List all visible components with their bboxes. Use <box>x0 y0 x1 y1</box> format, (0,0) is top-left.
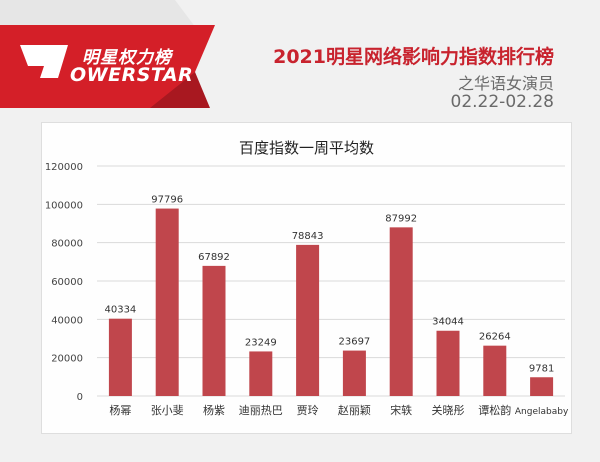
bar <box>436 330 460 396</box>
logo-mark-icon <box>20 45 68 78</box>
logo-text: 明星权力榜 <box>82 48 172 68</box>
x-tick-label: 宋轶 <box>390 403 412 417</box>
chart-title: 百度指数一周平均数 <box>238 139 374 157</box>
y-tick-label: 60000 <box>51 277 83 288</box>
bar-chart: 0 20000 40000 60000 80000 100000 120000 40334 杨幂… <box>45 162 569 417</box>
y-tick-label: 100000 <box>45 200 83 211</box>
logo-red-shadow <box>150 72 210 108</box>
data-label: 40334 <box>104 305 136 316</box>
x-tick-label: 谭松韵 <box>478 403 511 417</box>
header-decoration <box>0 0 215 108</box>
y-tick-label: 120000 <box>45 162 83 173</box>
data-label: 23249 <box>245 337 277 348</box>
x-tick-label: 赵丽颖 <box>338 403 371 417</box>
page-title: 2021明星网络影响力指数排行榜 <box>273 46 554 68</box>
bar <box>483 345 507 396</box>
bar <box>155 208 179 396</box>
date-range: 02.22-02.28 <box>450 92 554 112</box>
data-label: 78843 <box>292 231 324 242</box>
y-tick-label: 80000 <box>51 239 83 250</box>
data-label: 26264 <box>479 332 511 343</box>
page-subtitle: 之华语女演员 <box>457 74 554 93</box>
bar <box>249 351 273 396</box>
data-label: 34044 <box>432 317 464 328</box>
chart-card: 百度指数一周平均数 0 20000 40000 60000 80000 100000 120… <box>41 122 572 434</box>
y-tick-label: 40000 <box>51 315 83 326</box>
bar <box>202 265 226 396</box>
x-tick-label: 关晓彤 <box>432 403 465 417</box>
data-label: 67892 <box>198 252 230 263</box>
x-tick-label: 贾玲 <box>297 404 319 417</box>
logo-wordmark: OWERSTAR <box>70 64 194 86</box>
bar <box>530 377 554 396</box>
x-tick-label: 杨幂 <box>109 403 131 417</box>
bar <box>389 227 413 396</box>
data-label: 9781 <box>529 363 554 374</box>
bar <box>108 318 132 396</box>
data-label: 97796 <box>151 195 183 206</box>
data-label: 87992 <box>385 213 417 224</box>
y-tick-label: 20000 <box>51 354 83 365</box>
bar <box>342 350 366 396</box>
x-tick-label: 迪丽热巴 <box>239 404 283 417</box>
x-tick-label: Angelababy <box>515 407 569 417</box>
x-tick-label: 杨紫 <box>203 403 225 417</box>
x-tick-label: 张小斐 <box>151 404 184 417</box>
bar <box>296 244 320 396</box>
data-label: 23697 <box>338 337 370 348</box>
y-tick-label: 0 <box>77 392 83 403</box>
header-banner: 明星权力榜 OWERSTAR 2021明星网络影响力指数排行榜 之华语女演员 0… <box>0 0 600 122</box>
